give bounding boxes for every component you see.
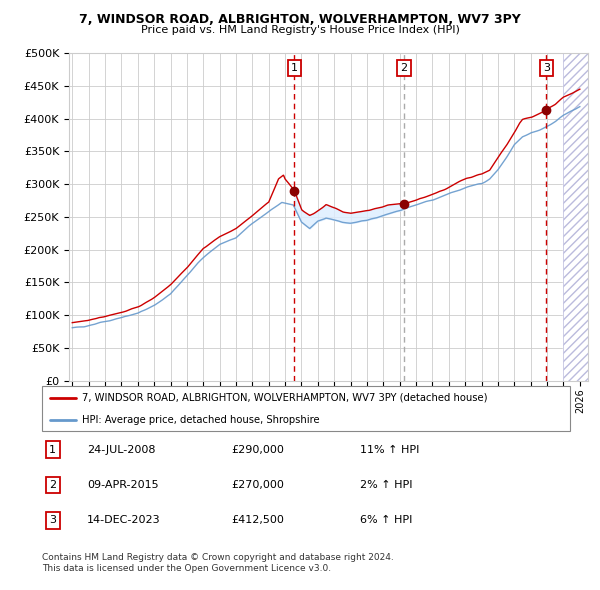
Text: Contains HM Land Registry data © Crown copyright and database right 2024.: Contains HM Land Registry data © Crown c… bbox=[42, 553, 394, 562]
Text: 7, WINDSOR ROAD, ALBRIGHTON, WOLVERHAMPTON, WV7 3PY: 7, WINDSOR ROAD, ALBRIGHTON, WOLVERHAMPT… bbox=[79, 13, 521, 26]
Text: 1: 1 bbox=[49, 445, 56, 454]
Text: 2: 2 bbox=[401, 63, 408, 73]
Text: £270,000: £270,000 bbox=[231, 480, 284, 490]
Text: 1: 1 bbox=[291, 63, 298, 73]
Text: Price paid vs. HM Land Registry's House Price Index (HPI): Price paid vs. HM Land Registry's House … bbox=[140, 25, 460, 35]
Text: 2% ↑ HPI: 2% ↑ HPI bbox=[360, 480, 413, 490]
Text: 11% ↑ HPI: 11% ↑ HPI bbox=[360, 445, 419, 454]
Text: 3: 3 bbox=[49, 516, 56, 525]
Bar bbox=[563, 53, 600, 381]
Text: 7, WINDSOR ROAD, ALBRIGHTON, WOLVERHAMPTON, WV7 3PY (detached house): 7, WINDSOR ROAD, ALBRIGHTON, WOLVERHAMPT… bbox=[82, 393, 487, 403]
Text: £290,000: £290,000 bbox=[231, 445, 284, 454]
Text: £412,500: £412,500 bbox=[231, 516, 284, 525]
Text: 24-JUL-2008: 24-JUL-2008 bbox=[87, 445, 155, 454]
Text: 6% ↑ HPI: 6% ↑ HPI bbox=[360, 516, 412, 525]
Text: 09-APR-2015: 09-APR-2015 bbox=[87, 480, 158, 490]
Text: HPI: Average price, detached house, Shropshire: HPI: Average price, detached house, Shro… bbox=[82, 415, 319, 425]
Text: 2: 2 bbox=[49, 480, 56, 490]
Bar bbox=[563, 53, 600, 381]
Text: This data is licensed under the Open Government Licence v3.0.: This data is licensed under the Open Gov… bbox=[42, 565, 331, 573]
Text: 14-DEC-2023: 14-DEC-2023 bbox=[87, 516, 161, 525]
Text: 3: 3 bbox=[543, 63, 550, 73]
